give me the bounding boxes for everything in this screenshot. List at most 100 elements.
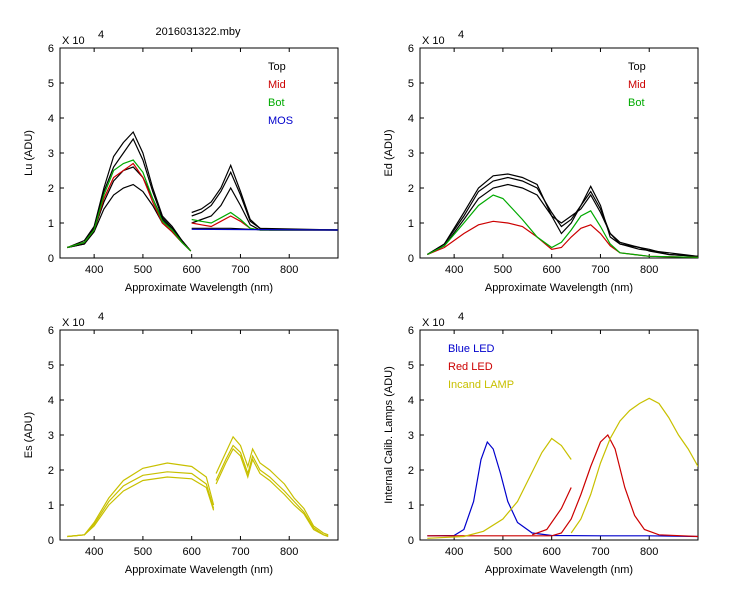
lamps-x-tick-label: 700	[591, 546, 609, 558]
ed-y-tick-label: 4	[408, 113, 414, 125]
es-sci-multiplier: X 10	[62, 317, 85, 329]
lu-y-tick-label: 1	[48, 218, 54, 230]
lu-y-tick-label: 5	[48, 78, 54, 90]
es-series-es-2	[215, 444, 329, 537]
lu-series-bot	[67, 159, 192, 252]
ed-x-tick-label: 800	[640, 264, 658, 276]
ed-x-tick-label: 700	[591, 264, 609, 276]
lu-y-tick-label: 3	[48, 148, 54, 160]
ed-x-tick-label: 600	[543, 264, 561, 276]
es-series-es-3	[67, 476, 215, 538]
ed-y-tick-label: 2	[408, 183, 414, 195]
lu-series-top-2	[67, 137, 192, 252]
lamps-legend-incand-lamp: Incand LAMP	[448, 379, 514, 391]
lamps-x-tick-label: 500	[494, 546, 512, 558]
lu-sci-multiplier: X 10	[62, 35, 85, 47]
es-y-tick-label: 4	[48, 395, 54, 407]
es-x-tick-label: 800	[280, 546, 298, 558]
ed-y-tick-label: 5	[408, 78, 414, 90]
ed-y-tick-label: 3	[408, 148, 414, 160]
lu-legend-top: Top	[268, 61, 286, 73]
lamps-y-tick-label: 6	[408, 325, 414, 337]
es-series-es-1	[215, 435, 329, 536]
lu-series-top-2	[191, 170, 338, 231]
ed-sci-multiplier: X 10	[422, 35, 445, 47]
es-x-tick-label: 500	[134, 546, 152, 558]
lamps-series-red-led	[531, 487, 572, 536]
lamps-series-incand-lamp	[427, 437, 572, 539]
lu-sci-exponent: 4	[98, 29, 104, 41]
es-y-tick-label: 5	[48, 360, 54, 372]
ed-y-axis-label: Ed (ADU)	[383, 129, 395, 176]
es-x-axis-label: Approximate Wavelength (nm)	[125, 564, 273, 576]
lu-legend-mos: MOS	[268, 115, 293, 127]
ed-y-tick-label: 6	[408, 43, 414, 55]
lamps-y-tick-label: 5	[408, 360, 414, 372]
es-y-tick-label: 1	[48, 500, 54, 512]
lu-y-axis-label: Lu (ADU)	[23, 130, 35, 176]
ed-series-top-1	[426, 173, 698, 257]
lu-series-top-1	[67, 130, 192, 252]
lu-x-tick-label: 400	[85, 264, 103, 276]
lu-x-axis-label: Approximate Wavelength (nm)	[125, 282, 273, 294]
lamps-series-incand-lamp	[570, 397, 698, 534]
es-x-tick-label: 600	[183, 546, 201, 558]
lu-x-tick-label: 600	[183, 264, 201, 276]
figure-title: 2016031322.mby	[155, 26, 241, 38]
ed-sci-exponent: 4	[458, 29, 464, 41]
lamps-y-axis-label: Internal Calib. Lamps (ADU)	[383, 366, 395, 504]
lu-series-top-3	[191, 186, 338, 231]
ed-legend-bot: Bot	[628, 97, 645, 109]
lu-series-bot	[191, 211, 338, 231]
lamps-x-axis-label: Approximate Wavelength (nm)	[485, 564, 633, 576]
lamps-y-tick-label: 0	[408, 535, 414, 547]
ed-legend-mid: Mid	[628, 79, 646, 91]
es-plot-frame	[59, 329, 339, 541]
lamps-y-tick-label: 1	[408, 500, 414, 512]
ed-series-top-3	[427, 183, 698, 257]
ed-x-tick-label: 500	[494, 264, 512, 276]
es-series-es-3	[215, 448, 329, 538]
es-y-tick-label: 0	[48, 535, 54, 547]
lamps-x-tick-label: 600	[543, 546, 561, 558]
lamps-sci-multiplier: X 10	[422, 317, 445, 329]
lu-x-tick-label: 700	[231, 264, 249, 276]
lu-series-top-1	[191, 163, 338, 231]
es-x-tick-label: 700	[231, 546, 249, 558]
lu-y-tick-label: 4	[48, 113, 54, 125]
es-x-tick-label: 400	[85, 546, 103, 558]
lamps-series-blue-led	[427, 440, 698, 538]
es-y-tick-label: 2	[48, 465, 54, 477]
lu-x-tick-label: 800	[280, 264, 298, 276]
ed-x-axis-label: Approximate Wavelength (nm)	[485, 282, 633, 294]
lamps-series-red-led	[427, 434, 698, 538]
es-y-tick-label: 3	[48, 430, 54, 442]
ed-legend-top: Top	[628, 61, 646, 73]
es-sci-exponent: 4	[98, 311, 104, 323]
es-y-axis-label: Es (ADU)	[23, 412, 35, 458]
ed-x-tick-label: 400	[445, 264, 463, 276]
lu-series-mos	[191, 228, 338, 231]
lamps-sci-exponent: 4	[458, 311, 464, 323]
ed-y-tick-label: 0	[408, 253, 414, 265]
lu-plot-frame	[59, 47, 339, 259]
lamps-y-tick-label: 4	[408, 395, 414, 407]
ed-series-top-2	[426, 176, 698, 257]
es-series-es-1	[67, 462, 215, 538]
lamps-y-tick-label: 2	[408, 465, 414, 477]
lu-y-tick-label: 0	[48, 253, 54, 265]
lamps-legend-red-led: Red LED	[448, 361, 493, 373]
ed-y-tick-label: 1	[408, 218, 414, 230]
lu-y-tick-label: 2	[48, 183, 54, 195]
lamps-legend-blue-led: Blue LED	[448, 343, 495, 355]
lamps-y-tick-label: 3	[408, 430, 414, 442]
es-y-tick-label: 6	[48, 325, 54, 337]
ed-series-bot	[427, 194, 698, 258]
lamps-x-tick-label: 800	[640, 546, 658, 558]
ed-series-mid	[427, 220, 698, 258]
lu-x-tick-label: 500	[134, 264, 152, 276]
es-series-es-2	[67, 471, 215, 538]
lu-legend-bot: Bot	[268, 97, 285, 109]
lamps-x-tick-label: 400	[445, 546, 463, 558]
